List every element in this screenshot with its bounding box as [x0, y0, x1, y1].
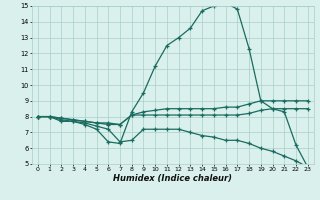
X-axis label: Humidex (Indice chaleur): Humidex (Indice chaleur)	[113, 174, 232, 183]
